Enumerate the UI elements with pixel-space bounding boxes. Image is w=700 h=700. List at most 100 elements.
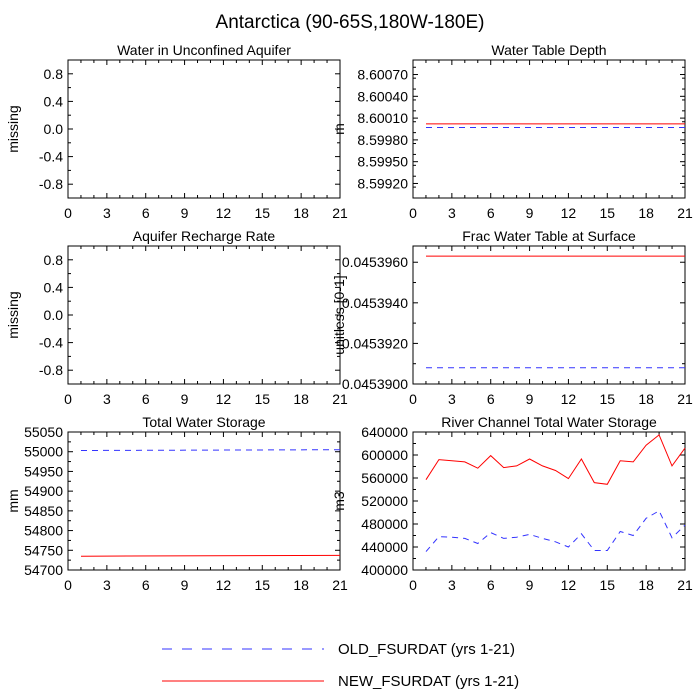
old-fsurdat-series-line [80, 449, 341, 451]
y-axis-label: m3 [331, 491, 347, 511]
y-tick-label: 0.4 [44, 93, 64, 109]
y-tick-label: -0.4 [39, 335, 63, 351]
y-tick-label: 400000 [361, 562, 408, 578]
y-tick-label: 560000 [361, 470, 408, 486]
panel-title: River Channel Total Water Storage [441, 414, 657, 430]
x-tick-label: 3 [103, 205, 111, 221]
x-tick-label: 6 [142, 391, 150, 407]
panel-title: Frac Water Table at Surface [462, 228, 636, 244]
y-tick-label: 0.0453920 [342, 335, 408, 351]
x-tick-label: 21 [332, 577, 348, 593]
x-tick-label: 6 [487, 205, 495, 221]
y-tick-label: 8.60040 [357, 88, 408, 104]
y-tick-label: 8.59980 [357, 132, 408, 148]
y-tick-label: 0.0453900 [342, 376, 408, 392]
x-tick-label: 18 [638, 577, 654, 593]
panel-title: Total Water Storage [142, 414, 265, 430]
y-tick-label: 54800 [24, 523, 63, 539]
y-tick-label: 520000 [361, 493, 408, 509]
x-tick-label: 9 [526, 205, 534, 221]
x-tick-label: 0 [64, 205, 72, 221]
x-tick-label: 21 [677, 391, 693, 407]
plot-frame [67, 59, 341, 199]
panel-4: Frac Water Table at Surface unitless [0-1… [331, 228, 693, 407]
x-tick-label: 6 [142, 205, 150, 221]
x-tick-label: 0 [64, 391, 72, 407]
figure-title: Antarctica (90-65S,180W-180E) [216, 12, 485, 33]
legend-old-label: OLD_FSURDAT (yrs 1-21) [338, 641, 515, 658]
x-tick-label: 9 [526, 391, 534, 407]
y-tick-label: 54700 [24, 562, 63, 578]
y-tick-label: -0.8 [39, 362, 63, 378]
x-tick-label: 15 [254, 577, 270, 593]
new-fsurdat-series-line [80, 554, 341, 557]
plot-frame [412, 245, 686, 385]
y-tick-label: 55000 [24, 444, 63, 460]
panel-title: Aquifer Recharge Rate [133, 228, 276, 244]
x-tick-label: 3 [448, 205, 456, 221]
x-tick-label: 3 [448, 391, 456, 407]
y-tick-label: 440000 [361, 539, 408, 555]
x-tick-label: 3 [103, 391, 111, 407]
y-tick-label: 8.60070 [357, 67, 408, 83]
y-axis-label: missing [5, 291, 21, 338]
x-tick-label: 0 [409, 577, 417, 593]
y-tick-label: 0.8 [44, 66, 64, 82]
y-tick-label: 55050 [24, 424, 63, 440]
panel-2: Water Table Depth m 0 3 6 9 12 15 18 21 8.60070 8.6… [331, 42, 693, 221]
x-tick-label: 15 [254, 205, 270, 221]
y-tick-label: -0.4 [39, 149, 63, 165]
panel-5: Total Water Storage mm 0 3 6 9 12 15 18 21 55050 55… [5, 414, 348, 593]
x-tick-label: 21 [677, 577, 693, 593]
x-tick-label: 15 [599, 577, 615, 593]
x-tick-label: 3 [448, 577, 456, 593]
y-axis-label: missing [5, 105, 21, 152]
y-tick-label: 54900 [24, 483, 63, 499]
x-tick-label: 21 [332, 391, 348, 407]
y-tick-label: 480000 [361, 516, 408, 532]
y-axis-label: m [331, 123, 347, 135]
x-tick-label: 21 [677, 205, 693, 221]
x-tick-label: 6 [487, 577, 495, 593]
x-tick-label: 18 [293, 205, 309, 221]
panel-6: River Channel Total Water Storage m3 0 3 6 9 1… [331, 414, 693, 593]
x-tick-label: 18 [638, 391, 654, 407]
panel-1: Water in Unconfined Aquifer missing 0 3 6 9 12… [5, 42, 348, 221]
x-tick-label: 6 [142, 577, 150, 593]
panel-title: Water Table Depth [491, 42, 606, 58]
y-tick-label: 640000 [361, 424, 408, 440]
x-tick-label: 0 [409, 391, 417, 407]
x-tick-label: 15 [599, 391, 615, 407]
panels-group: Water in Unconfined Aquifer missing 0 3 6 9 12… [5, 42, 693, 593]
y-tick-label: 54950 [24, 463, 63, 479]
x-tick-label: 15 [254, 391, 270, 407]
plot-frame [67, 245, 341, 385]
y-tick-label: 0.0453960 [342, 254, 408, 270]
x-tick-label: 21 [332, 205, 348, 221]
x-tick-label: 0 [64, 577, 72, 593]
y-axis-label: unitless [0-1] [331, 275, 347, 354]
x-tick-label: 18 [293, 577, 309, 593]
x-tick-label: 12 [216, 205, 232, 221]
y-axis-label: mm [5, 489, 21, 512]
x-tick-label: 9 [526, 577, 534, 593]
y-tick-label: 8.59920 [357, 175, 408, 191]
y-tick-label: -0.8 [39, 176, 63, 192]
panel-title: Water in Unconfined Aquifer [117, 42, 291, 58]
x-tick-label: 3 [103, 577, 111, 593]
x-tick-label: 18 [293, 391, 309, 407]
legend-new-label: NEW_FSURDAT (yrs 1-21) [338, 673, 519, 690]
x-tick-label: 9 [181, 577, 189, 593]
x-tick-label: 12 [216, 391, 232, 407]
plot-frame [67, 431, 341, 571]
legend: OLD_FSURDAT (yrs 1-21) NEW_FSURDAT (yrs … [162, 641, 519, 690]
x-tick-label: 15 [599, 205, 615, 221]
y-tick-label: 8.60010 [357, 110, 408, 126]
x-tick-label: 12 [561, 391, 577, 407]
y-tick-label: 0.0 [44, 307, 64, 323]
x-tick-label: 9 [181, 391, 189, 407]
new-fsurdat-series-line [425, 434, 686, 485]
panel-3: Aquifer Recharge Rate missing 0 3 6 9 12 15 18 21… [5, 228, 348, 407]
y-tick-label: 0.0453940 [342, 295, 408, 311]
old-fsurdat-series-line [425, 510, 686, 552]
